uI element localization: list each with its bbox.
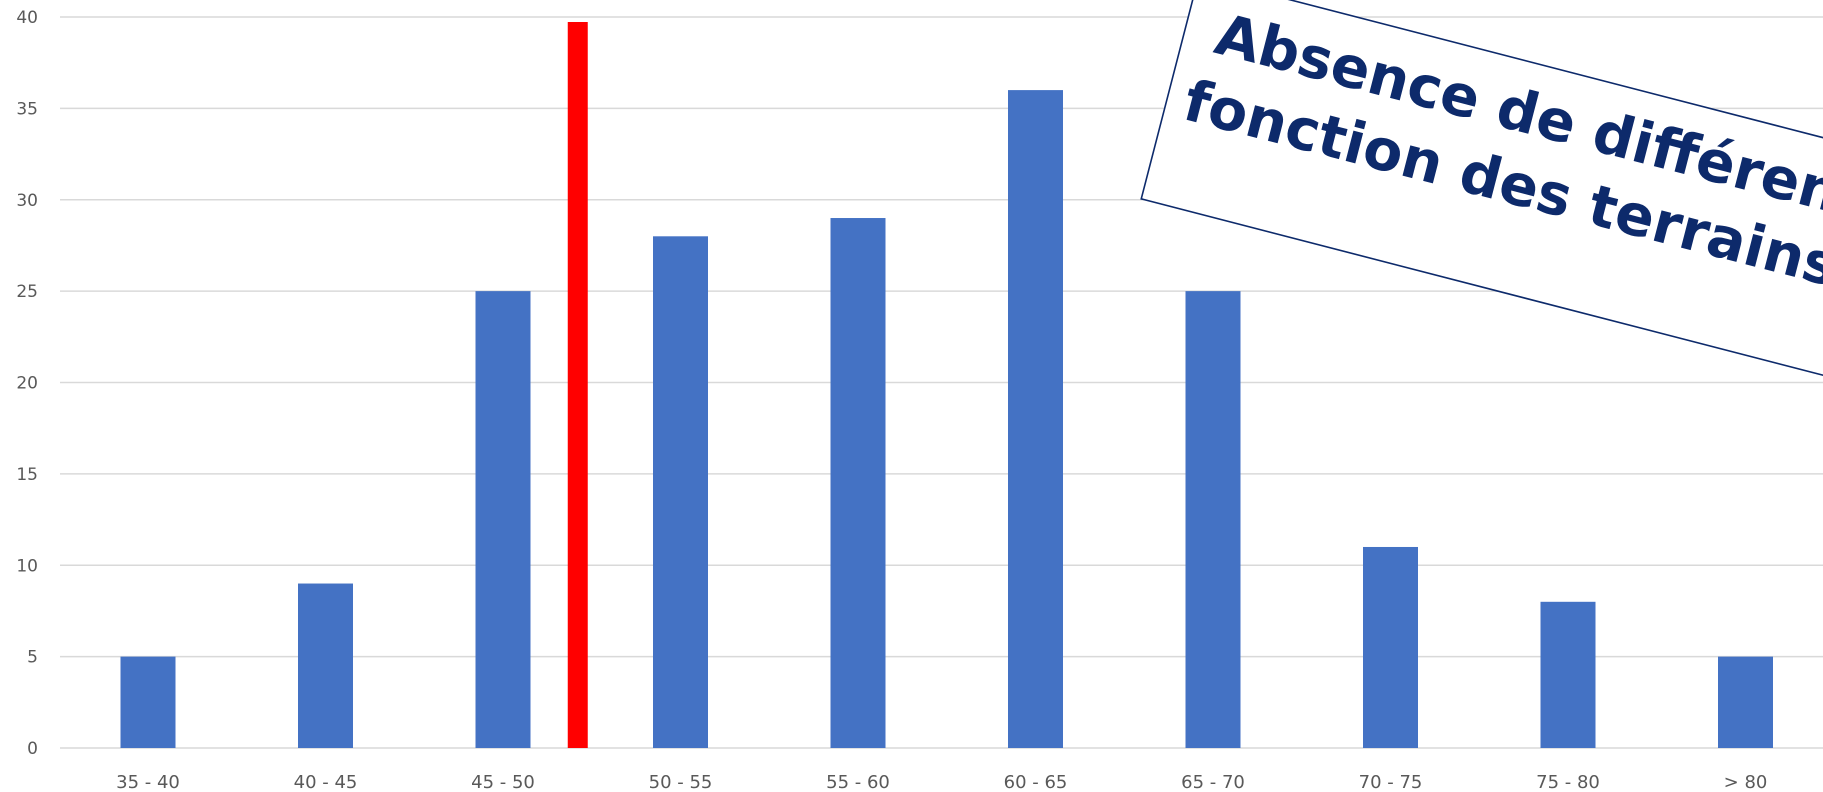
callout-border xyxy=(1140,0,1823,426)
y-tick-label: 20 xyxy=(16,374,38,394)
y-tick-label: 0 xyxy=(27,739,38,759)
y-tick-label: 35 xyxy=(16,99,38,119)
x-tick-label: 70 - 75 xyxy=(1359,772,1423,792)
x-tick-label: 50 - 55 xyxy=(649,772,713,792)
x-tick-label: > 80 xyxy=(1724,772,1768,792)
reference-line-group xyxy=(567,22,588,748)
bar xyxy=(298,583,353,748)
x-tick-label: 45 - 50 xyxy=(471,772,535,792)
bar xyxy=(475,291,531,748)
y-tick-label: 40 xyxy=(16,8,38,28)
x-tick-label: 55 - 60 xyxy=(826,772,890,792)
x-tick-label: 40 - 45 xyxy=(294,772,358,792)
x-tick-label: 75 - 80 xyxy=(1536,772,1600,792)
bar xyxy=(120,656,176,748)
bar xyxy=(1540,601,1596,748)
bar xyxy=(1363,546,1418,748)
bar xyxy=(653,236,708,749)
y-tick-label: 10 xyxy=(16,556,38,576)
grid-lines xyxy=(60,16,1823,749)
y-tick-label: 5 xyxy=(27,648,38,668)
bar xyxy=(1718,656,1773,748)
reference-line xyxy=(567,22,588,748)
bars xyxy=(120,90,1773,749)
y-tick-label: 25 xyxy=(16,282,38,302)
bar xyxy=(1008,90,1063,749)
callout-box: Absence de différenc fonction des terrai… xyxy=(1140,0,1823,426)
x-tick-label: 65 - 70 xyxy=(1181,772,1245,792)
x-axis-ticks: 35 - 40 40 - 45 45 - 50 50 - 55 55 - 60 60 - … xyxy=(116,772,1767,792)
y-tick-label: 30 xyxy=(16,191,38,211)
bar xyxy=(830,218,886,748)
y-tick-label: 15 xyxy=(16,465,38,485)
x-tick-label: 35 - 40 xyxy=(116,772,180,792)
bar xyxy=(1185,291,1241,748)
x-tick-label: 60 - 65 xyxy=(1004,772,1068,792)
y-axis-ticks: 0 5 10 15 20 25 30 35 40 xyxy=(16,8,38,759)
